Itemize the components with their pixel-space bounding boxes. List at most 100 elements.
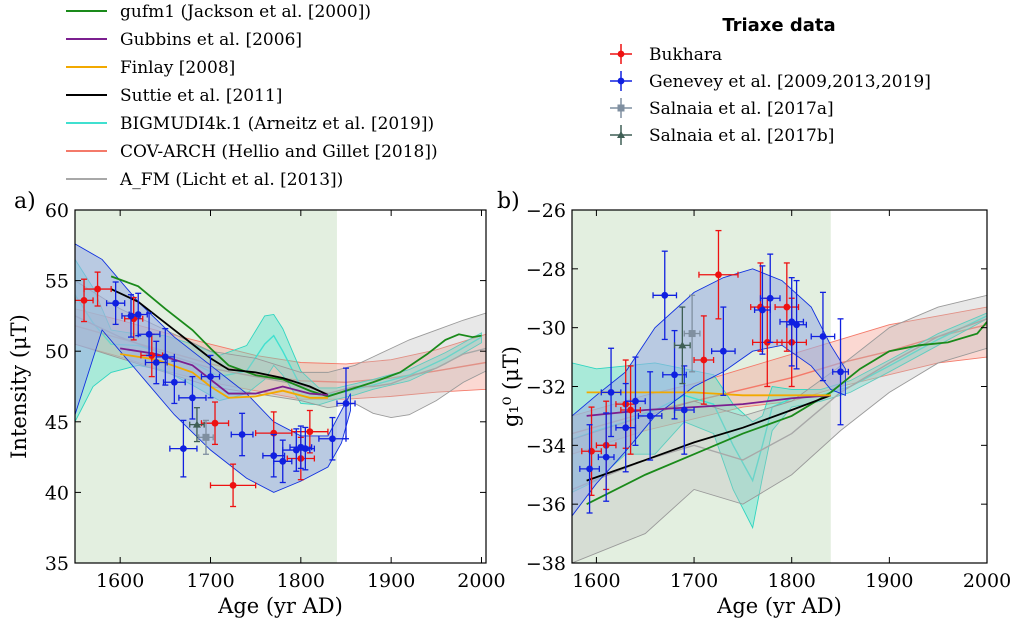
plot-area xyxy=(572,210,987,563)
x-tick-label: 1700 xyxy=(670,570,718,592)
marker-salnaia_a xyxy=(202,433,210,441)
band-afm xyxy=(572,294,987,563)
marker-genevey xyxy=(632,397,639,405)
legend-label-finlay: Finlay [2008] xyxy=(120,58,235,78)
marker-genevey xyxy=(189,394,196,402)
series-gufm1 xyxy=(586,321,987,505)
point-genevey xyxy=(262,433,286,478)
x-axis-label: Age (yr AD) xyxy=(217,594,343,618)
marker-genevey xyxy=(793,321,800,329)
marker-genevey xyxy=(152,359,160,366)
y-tick-label: 35 xyxy=(45,553,69,575)
legend-data: Triaxe data Bukhara Genevey et al. [2009,… xyxy=(610,15,931,146)
marker-genevey xyxy=(238,431,246,438)
marker-genevey xyxy=(329,435,336,443)
legend-data-title: Triaxe data xyxy=(722,15,835,36)
y-tick-label: −26 xyxy=(526,200,566,222)
legend-label-afm: A_FM (Licht et al. [2013]) xyxy=(119,170,343,190)
marker-bukhara xyxy=(700,356,708,364)
panel-b-label: b) xyxy=(497,189,520,214)
y-tick-label: 60 xyxy=(45,200,69,222)
y-tick-label: −38 xyxy=(526,553,566,575)
legend-label-genevey: Genevey et al. [2009,2013,2019] xyxy=(649,72,931,92)
legend-marker-salnaia_a xyxy=(617,104,625,112)
legend-label-bukhara: Bukhara xyxy=(649,45,722,65)
point-salnaia_b xyxy=(673,306,691,385)
marker-bukhara xyxy=(229,481,237,489)
marker-bukhara xyxy=(627,406,634,414)
point-bukhara xyxy=(209,463,257,508)
point-bukhara xyxy=(620,365,642,455)
marker-genevey xyxy=(270,452,278,460)
point-genevey xyxy=(105,281,126,326)
marker-genevey xyxy=(661,291,669,299)
point-genevey xyxy=(336,367,356,440)
marker-genevey xyxy=(719,347,727,355)
legend-marker-genevey xyxy=(617,77,625,85)
point-genevey xyxy=(652,250,678,341)
y-tick-label: −32 xyxy=(526,377,566,399)
legend-label-bigmudi: BIGMUDI4k.1 (Arneitz et al. [2019]) xyxy=(120,114,434,134)
marker-salnaia_a xyxy=(688,330,696,338)
series-suttie xyxy=(586,394,832,482)
marker-genevey xyxy=(342,400,350,407)
marker-genevey xyxy=(161,353,169,361)
y-tick-label: 45 xyxy=(45,412,69,434)
marker-genevey xyxy=(170,378,178,386)
point-genevey xyxy=(137,312,161,357)
marker-salnaia_b xyxy=(192,420,201,428)
marker-bukhara xyxy=(783,303,791,311)
marker-genevey xyxy=(788,318,796,326)
legend-label-salnaia_b: Salnaia et al. [2017b] xyxy=(649,126,834,146)
point-bukhara xyxy=(83,271,112,307)
marker-genevey xyxy=(279,457,287,465)
point-genevey xyxy=(810,291,836,382)
point-genevey xyxy=(200,354,221,399)
x-tick-label: 1800 xyxy=(768,570,816,592)
x-tick-label: 1800 xyxy=(277,570,325,592)
x-tick-label: 1700 xyxy=(186,570,234,592)
x-tick-label: 2000 xyxy=(963,570,1011,592)
point-bukhara xyxy=(698,229,739,320)
point-genevey xyxy=(673,365,695,455)
point-genevey xyxy=(597,412,615,502)
band-envelope xyxy=(75,243,351,493)
marker-genevey xyxy=(622,424,630,432)
point-genevey xyxy=(786,279,808,370)
marker-bukhara xyxy=(715,271,722,279)
point-genevey xyxy=(169,419,198,478)
legend-marker-salnaia_b xyxy=(617,131,625,138)
panel-a-label: a) xyxy=(14,189,36,214)
point-genevey xyxy=(295,426,316,471)
legend-label-suttie: Suttie et al. [2011] xyxy=(120,86,282,106)
point-salnaia_b xyxy=(189,407,205,443)
point-genevey xyxy=(178,375,207,420)
x-tick-label: 1900 xyxy=(865,570,913,592)
point-genevey xyxy=(144,340,168,385)
point-genevey xyxy=(162,360,186,405)
point-genevey xyxy=(753,265,771,355)
marker-genevey xyxy=(837,368,844,376)
point-genevey xyxy=(230,412,254,457)
panel-a-intensity: 1600 1700 1800 1900 2000 35 40 45 50 55 60 Age (yr … xyxy=(7,200,506,618)
y-axis-label: Intensity (μT) xyxy=(7,314,31,459)
marker-bukhara xyxy=(211,419,219,427)
marker-genevey xyxy=(134,311,142,318)
marker-genevey xyxy=(607,388,615,396)
point-genevey xyxy=(600,347,622,438)
x-tick-label: 1600 xyxy=(572,570,620,592)
y-tick-label: 50 xyxy=(45,341,69,363)
marker-bukhara xyxy=(306,428,314,436)
marker-bukhara xyxy=(94,285,101,293)
x-tick-label: 1600 xyxy=(96,570,144,592)
point-genevey xyxy=(779,277,805,367)
band-envelope xyxy=(572,268,846,517)
point-bukhara xyxy=(693,315,715,405)
point-genevey xyxy=(832,318,849,426)
legend-marker-bukhara xyxy=(617,50,625,58)
y-tick-label: −36 xyxy=(526,494,566,516)
y-tick-label: 55 xyxy=(45,271,69,293)
marker-genevey xyxy=(145,330,153,338)
x-axis-label: Age (yr AD) xyxy=(716,594,842,618)
